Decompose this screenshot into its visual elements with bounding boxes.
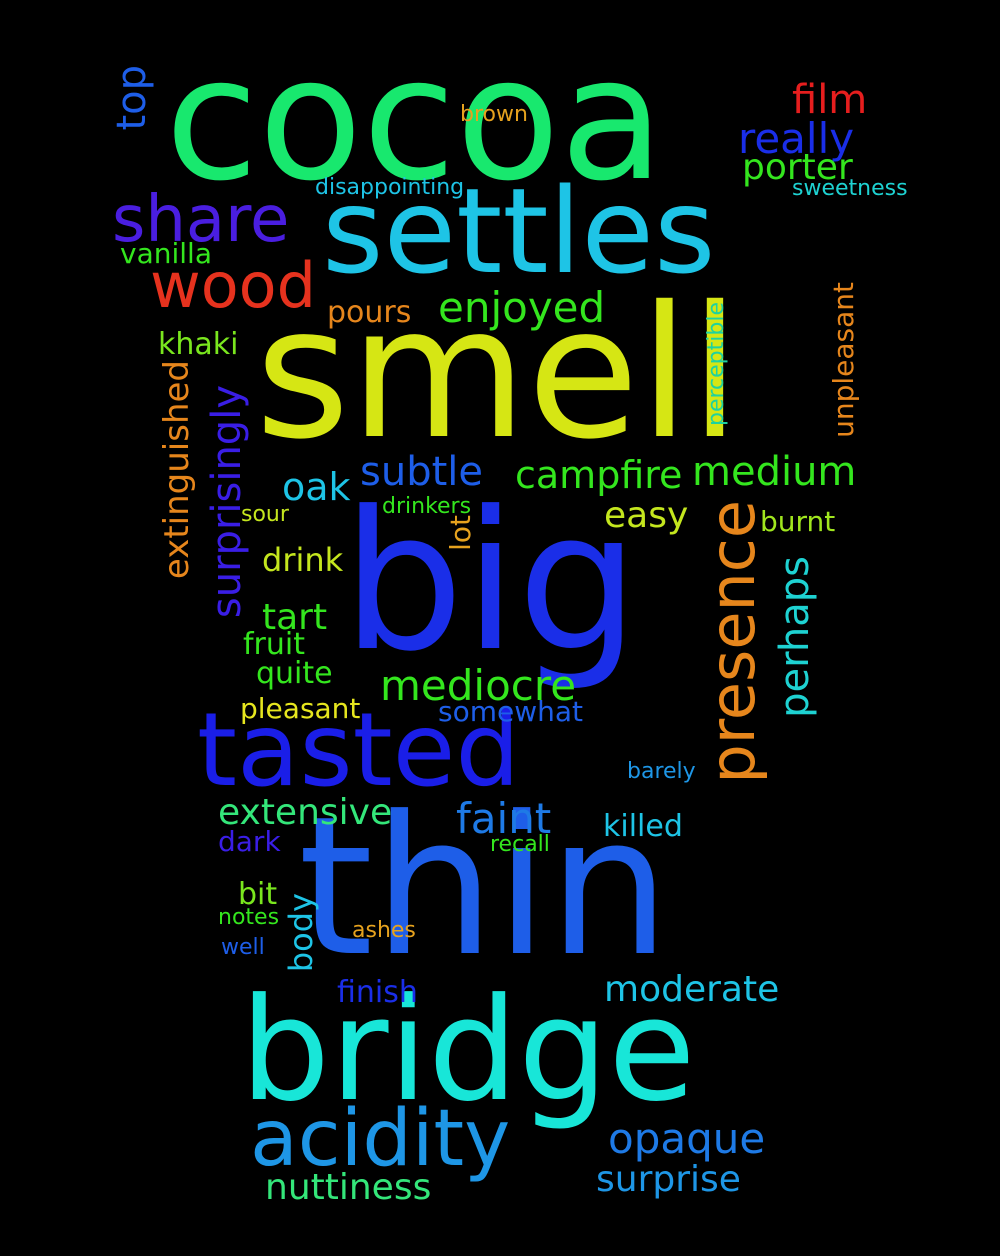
word-notes: notes xyxy=(218,905,280,930)
word-ashes: ashes xyxy=(352,918,416,943)
word-pours: pours xyxy=(327,295,412,330)
word-perhaps: perhaps xyxy=(772,556,818,718)
word-somewhat: somewhat xyxy=(438,695,584,728)
word-barely: barely xyxy=(627,759,696,784)
word-settles: settles xyxy=(322,162,716,300)
word-tart: tart xyxy=(262,597,328,638)
word-nuttiness: nuttiness xyxy=(265,1167,432,1208)
word-thin: thin xyxy=(298,776,670,999)
word-tasted: tasted xyxy=(197,691,521,810)
word-body: body xyxy=(282,893,320,973)
word-really: really xyxy=(738,114,855,163)
word-disappointing: disappointing xyxy=(315,175,465,200)
word-fruit: fruit xyxy=(243,627,306,662)
word-mediocre: mediocre xyxy=(380,661,577,710)
word-well: well xyxy=(221,935,265,960)
word-recall: recall xyxy=(490,832,550,857)
word-unpleasant: unpleasant xyxy=(827,282,860,438)
word-burnt: burnt xyxy=(760,505,836,538)
word-pleasant: pleasant xyxy=(240,692,361,725)
word-opaque: opaque xyxy=(608,1114,766,1163)
word-surprise: surprise xyxy=(596,1159,741,1200)
word-smell: smell xyxy=(255,267,741,479)
word-film: film xyxy=(792,77,868,123)
word-top: top xyxy=(109,65,155,131)
word-extinguished: extinguished xyxy=(157,360,197,580)
word-big: big xyxy=(342,471,640,694)
word-quite: quite xyxy=(256,656,333,691)
word-share: share xyxy=(112,183,290,257)
word-medium: medium xyxy=(692,449,857,495)
word-perceptible: perceptible xyxy=(704,302,729,427)
word-subtle: subtle xyxy=(360,449,483,495)
word-drinkers: drinkers xyxy=(382,494,472,519)
word-khaki: khaki xyxy=(158,327,239,362)
word-bridge: bridge xyxy=(240,968,696,1133)
word-acidity: acidity xyxy=(250,1094,511,1184)
word-porter: porter xyxy=(742,147,853,188)
word-bit: bit xyxy=(238,877,278,912)
word-cocoa: cocoa xyxy=(165,21,665,219)
word-oak: oak xyxy=(282,465,351,509)
word-lot: lot xyxy=(444,515,477,551)
word-drink: drink xyxy=(262,541,344,579)
word-dark: dark xyxy=(218,825,281,858)
word-brown: brown xyxy=(460,102,528,127)
word-sour: sour xyxy=(241,502,289,527)
word-killed: killed xyxy=(603,809,683,844)
word-faint: faint xyxy=(456,794,552,843)
word-extensive: extensive xyxy=(218,792,393,833)
word-vanilla: vanilla xyxy=(120,237,212,270)
word-finish: finish xyxy=(337,975,418,1010)
word-moderate: moderate xyxy=(604,969,780,1010)
word-campfire: campfire xyxy=(515,453,683,497)
word-enjoyed: enjoyed xyxy=(438,283,606,332)
word-easy: easy xyxy=(604,495,689,536)
word-wood: wood xyxy=(150,249,316,322)
word-presence: presence xyxy=(696,500,769,784)
word-sweetness: sweetness xyxy=(792,176,908,201)
